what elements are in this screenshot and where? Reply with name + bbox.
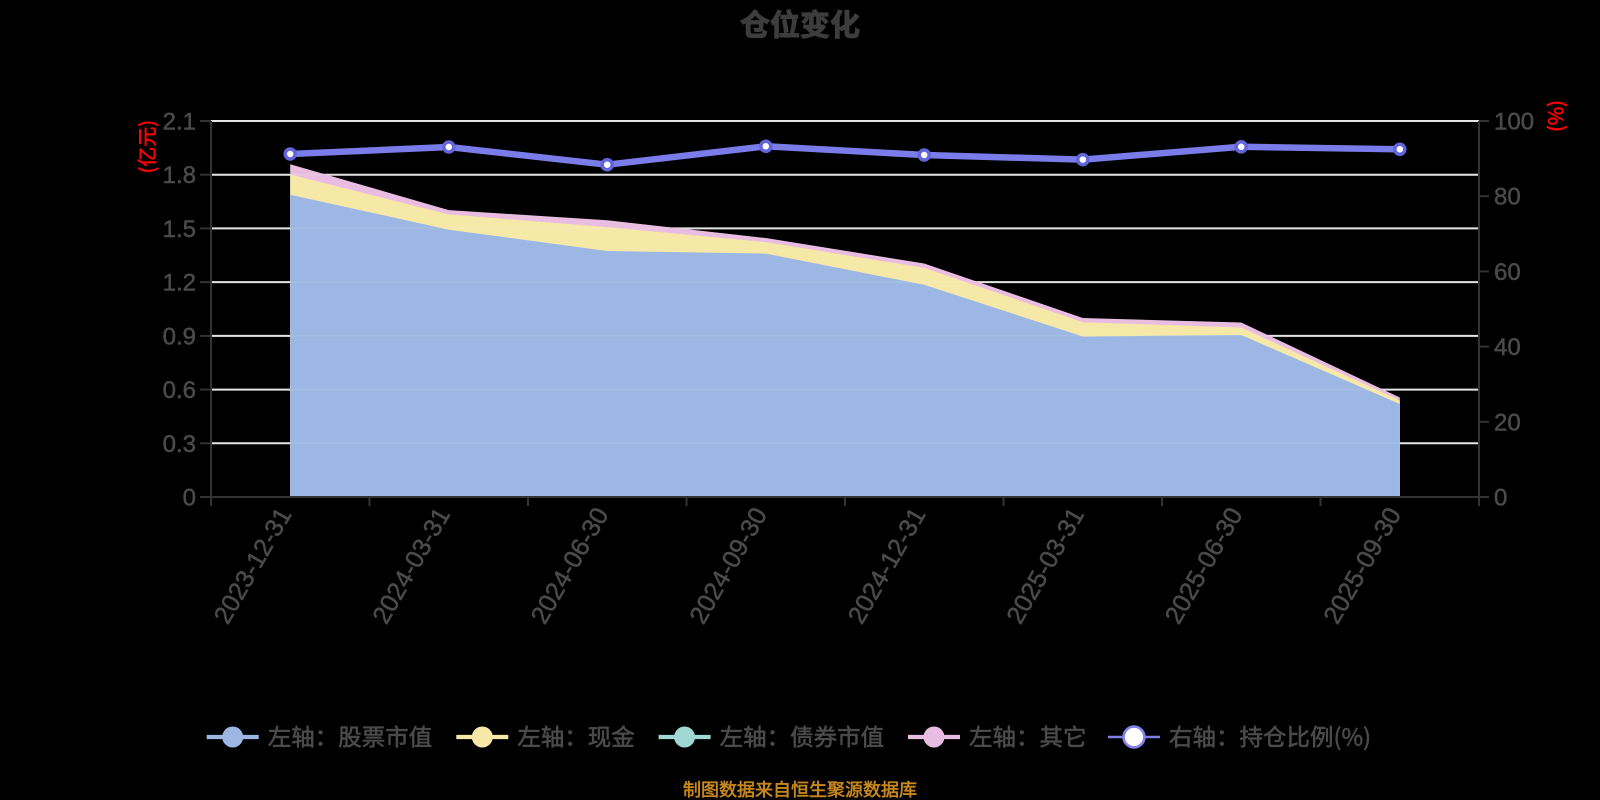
svg-text:1.2: 1.2 (163, 270, 196, 297)
svg-text:2.1: 2.1 (163, 109, 196, 136)
svg-text:0.6: 0.6 (163, 377, 196, 404)
svg-text:20: 20 (1494, 409, 1521, 436)
svg-text:0: 0 (1494, 485, 1507, 512)
svg-text:0: 0 (183, 485, 196, 512)
svg-text:60: 60 (1494, 259, 1521, 286)
svg-text:1.5: 1.5 (163, 216, 196, 243)
svg-text:0.9: 0.9 (163, 323, 196, 350)
svg-text:80: 80 (1494, 184, 1521, 211)
svg-text:1.8: 1.8 (163, 162, 196, 189)
svg-text:40: 40 (1494, 334, 1521, 361)
svg-text:0.3: 0.3 (163, 431, 196, 458)
svg-text:100: 100 (1494, 109, 1534, 136)
